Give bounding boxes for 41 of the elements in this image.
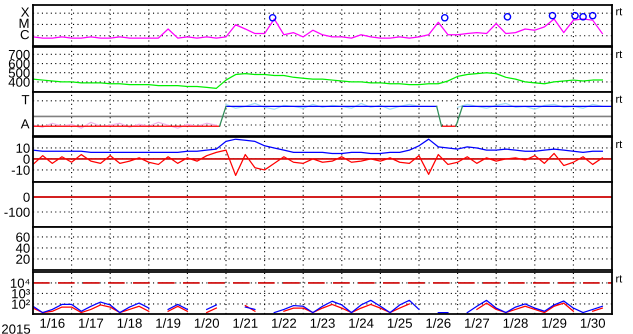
y-tick-label: 10³ — [12, 289, 30, 298]
x-tick-label: 1/21 — [233, 318, 258, 328]
text: C — [20, 30, 30, 40]
y-tick-label: -10 — [12, 165, 30, 175]
y-tick-label: 40 — [16, 244, 30, 253]
y-tick-label: 10⁴ — [10, 278, 30, 288]
y-tick-label: 600 — [8, 59, 30, 68]
y-tick-label: 400 — [8, 77, 30, 87]
x-tick-label: 1/19 — [156, 318, 180, 328]
y-tick-label: -100 — [4, 208, 30, 217]
x-tick-label: 1/17 — [79, 318, 104, 328]
text: T — [22, 95, 30, 104]
y-tick-label: 500 — [8, 68, 30, 78]
x-tick-label: 1/16 — [40, 318, 65, 328]
y-tick-label: 20 — [16, 254, 30, 264]
x-tick-label: 1/18 — [118, 318, 142, 328]
text: A — [20, 119, 30, 128]
y-tick-label: 0 — [23, 154, 30, 164]
text: rt — [616, 96, 622, 103]
x-tick-label: 1/25 — [388, 318, 412, 328]
y-tick-label: 700 — [8, 50, 30, 60]
text: rt — [616, 50, 622, 58]
text: rt — [616, 140, 622, 148]
y-tick-label: 10 — [16, 144, 30, 153]
x-tick-label: 1/30 — [580, 318, 606, 328]
x-tick-label: 1/26 — [426, 318, 451, 328]
x-axis-title: 2015 — [2, 324, 30, 334]
y-tick-label: 0 — [23, 192, 30, 202]
text: M — [20, 18, 28, 28]
x-tick-label: 1/24 — [349, 318, 374, 328]
x-tick-label: 1/22 — [272, 318, 296, 328]
x-tick-label: 1/29 — [542, 318, 566, 328]
text: rt — [616, 8, 622, 16]
text: X — [21, 8, 30, 17]
x-tick-label: 1/20 — [194, 318, 220, 328]
y-tick-label: 10² — [12, 300, 30, 309]
x-tick-label: 1/28 — [504, 318, 528, 328]
y-tick-label: 60 — [16, 232, 30, 242]
x-tick-label: 1/23 — [310, 318, 335, 328]
text: rt — [616, 275, 622, 283]
x-tick-label: 1/27 — [465, 318, 490, 328]
